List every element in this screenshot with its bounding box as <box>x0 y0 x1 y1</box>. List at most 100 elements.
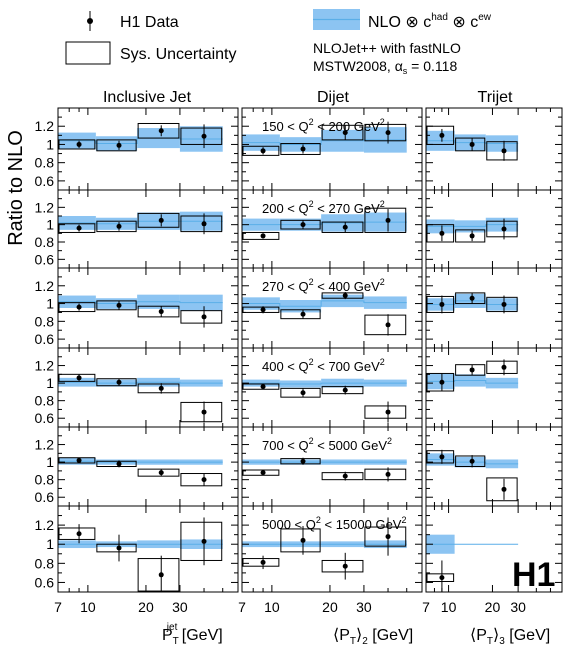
data-point <box>342 293 348 299</box>
x-tick-label: 20 <box>485 599 501 615</box>
data-point <box>342 387 348 393</box>
data-point <box>76 304 82 310</box>
data-point <box>76 141 82 147</box>
data-point <box>342 473 348 479</box>
data-point <box>469 367 475 373</box>
data-point <box>439 379 445 385</box>
sys-box <box>321 386 364 395</box>
nlo-line <box>426 300 519 305</box>
sys-box <box>364 405 407 419</box>
x-tick-label: 7 <box>238 599 246 615</box>
nlo-line <box>58 301 223 305</box>
sys-box <box>96 139 137 152</box>
x-tick-label: 30 <box>172 599 188 615</box>
data-point <box>385 409 391 415</box>
y-tick-label: 1 <box>46 536 54 552</box>
sys-box <box>180 215 223 233</box>
y-tick-label: 0.6 <box>35 489 55 505</box>
panel-2-1: 270 < Q2 < 400 GeV2 <box>241 267 423 349</box>
data-point <box>385 130 391 136</box>
data-point <box>158 385 164 391</box>
sys-box <box>321 472 364 481</box>
legend-data-label: H1 Data <box>120 14 179 31</box>
sys-box <box>280 309 321 320</box>
nlo-line <box>58 460 223 463</box>
y-tick-label: 1 <box>46 296 54 312</box>
sys-box <box>137 383 180 394</box>
column-title-inclusive-jet: Inclusive Jet <box>103 89 192 106</box>
data-point <box>260 233 266 239</box>
sys-box <box>180 401 223 423</box>
sys-box <box>96 543 137 553</box>
y-tick-label: 1 <box>46 217 54 233</box>
sys-box <box>280 387 321 398</box>
y-tick-label: 1.2 <box>35 437 55 453</box>
sys-box <box>242 558 280 567</box>
sys-box <box>242 306 280 313</box>
y-tick-label: 1.2 <box>35 118 55 134</box>
q2-range-label: 200 < Q2 < 270 GeV2 <box>262 199 385 216</box>
sys-box <box>486 220 518 238</box>
sys-box <box>58 373 96 382</box>
sys-box <box>426 450 455 464</box>
y-tick-label: 1 <box>46 375 54 391</box>
y-tick-label: 0.8 <box>35 555 55 571</box>
data-point <box>300 146 306 152</box>
data-point <box>260 307 266 313</box>
q2-range-label: 5000 < Q2 < 15000 GeV2 <box>262 515 406 532</box>
data-point <box>76 457 82 463</box>
nlo-line <box>242 382 407 385</box>
legend-mstw-line: MSTW2008, αs = 0.118 <box>313 58 457 76</box>
y-tick-label: 0.6 <box>35 574 55 590</box>
data-point <box>385 322 391 328</box>
sys-box <box>426 372 455 392</box>
sys-box <box>180 473 223 487</box>
panel-4-2 <box>425 426 563 507</box>
sys-box <box>364 526 407 547</box>
column-title-trijet: Trijet <box>478 89 514 106</box>
data-point <box>300 458 306 464</box>
data-point <box>116 142 122 148</box>
x-tick-label: 30 <box>510 599 526 615</box>
nlo-line <box>242 139 407 145</box>
sys-box <box>280 458 321 465</box>
x-tick-label: 20 <box>322 599 338 615</box>
nlo-line <box>58 137 223 145</box>
y-tick-label: 0.8 <box>35 313 55 329</box>
x-axis-title-inclusive-jet: PTjet [GeV] <box>162 622 223 647</box>
data-point <box>439 132 445 138</box>
data-point <box>116 545 122 551</box>
nlo-line <box>58 381 223 384</box>
y-tick-label: 1 <box>46 454 54 470</box>
panel-1-2 <box>425 189 563 269</box>
y-tick-label: 1.2 <box>35 199 55 215</box>
sys-box <box>137 305 180 318</box>
q2-range-label: 270 < Q2 < 400 GeV2 <box>262 277 385 294</box>
data-point <box>439 230 445 236</box>
x-tick-label: 30 <box>356 599 372 615</box>
data-point <box>158 309 164 315</box>
sys-box <box>364 207 407 233</box>
panel-1-1: 200 < Q2 < 270 GeV2 <box>241 189 423 269</box>
data-point <box>201 538 207 544</box>
data-point <box>385 534 391 540</box>
sys-box <box>96 460 137 468</box>
sys-box <box>58 457 96 464</box>
sys-box <box>364 468 407 481</box>
nlo-line <box>426 140 519 145</box>
data-point <box>300 222 306 228</box>
x-tick-label: 10 <box>441 599 457 615</box>
nlo-line <box>58 220 223 225</box>
data-point <box>158 470 164 476</box>
panel-2-0: 0.6 0.81 1.2 <box>35 267 239 349</box>
panel-frame <box>57 426 239 507</box>
sys-box <box>455 137 486 152</box>
data-point <box>501 148 507 154</box>
sys-box <box>321 559 364 573</box>
sys-box <box>455 292 486 305</box>
data-point <box>501 226 507 232</box>
x-tick-label: 10 <box>264 599 280 615</box>
y-tick-label: 0.6 <box>35 331 55 347</box>
y-tick-label: 1 <box>46 136 54 152</box>
